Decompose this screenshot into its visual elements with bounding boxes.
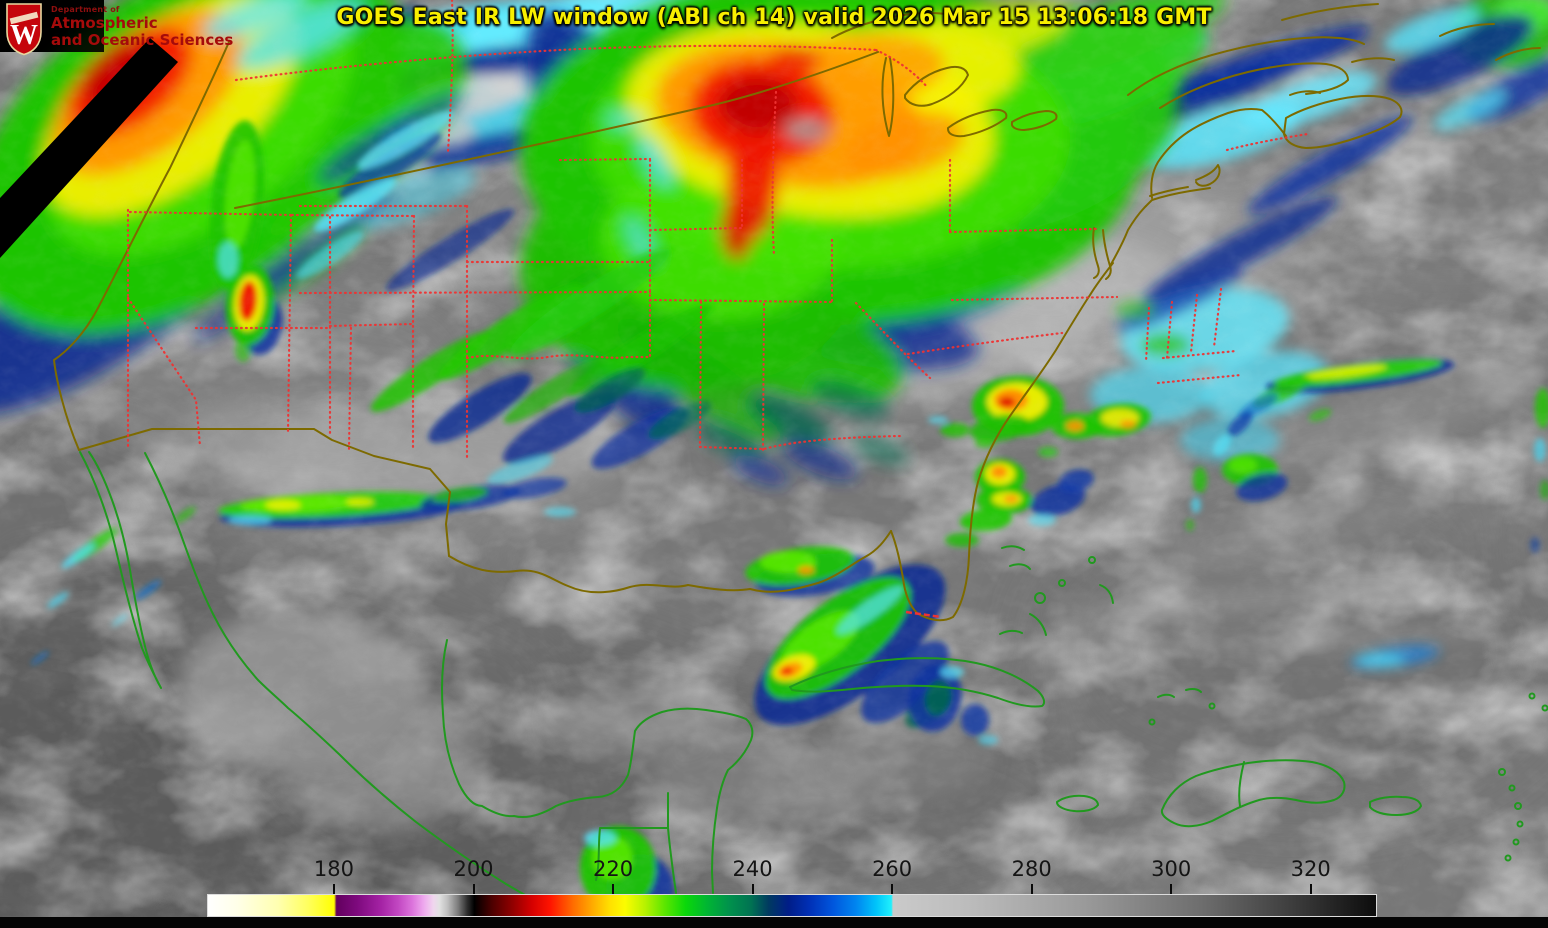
colorbar-tick-mark bbox=[1030, 884, 1033, 894]
colorbar-tick-label: 320 bbox=[1290, 857, 1331, 881]
colorbar-tick-mark bbox=[1170, 884, 1173, 894]
logo-department-line: Department of bbox=[51, 5, 120, 14]
bottom-black-strip bbox=[0, 917, 1548, 928]
florida-red-dashed-line bbox=[905, 610, 942, 619]
colorbar-tick-mark bbox=[612, 884, 615, 894]
colorbar-tick-mark bbox=[751, 884, 754, 894]
colorbar-gradient bbox=[207, 894, 1377, 917]
space-limb-wedge bbox=[0, 38, 178, 258]
us-coastlines bbox=[53, 3, 1541, 622]
colorbar-tick-label: 180 bbox=[313, 857, 355, 881]
colorbar-tick-label: 240 bbox=[732, 857, 773, 881]
colorbar-tick-label: 280 bbox=[1011, 857, 1052, 881]
uw-crest-icon: W bbox=[6, 3, 42, 56]
logo-line1: Atmospheric bbox=[51, 14, 158, 32]
colorbar-tick-label: 300 bbox=[1151, 857, 1192, 881]
logo-line2: and Oceanic Sciences bbox=[51, 31, 234, 49]
logo-text: Department of Atmospheric and Oceanic Sc… bbox=[51, 2, 233, 48]
colorbar-tick-label: 200 bbox=[453, 857, 494, 881]
colorbar-tick-label: 220 bbox=[593, 857, 634, 881]
svg-text:W: W bbox=[10, 20, 38, 51]
colorbar-tick-mark bbox=[891, 884, 894, 894]
uw-aos-logo: W Department of Atmospheric and Oceanic … bbox=[4, 2, 233, 56]
mexico-caribbean-coastlines bbox=[79, 451, 1548, 928]
image-title: GOES East IR LW window (ABI ch 14) valid… bbox=[336, 5, 1212, 30]
colorbar-tick-label: 260 bbox=[872, 857, 913, 881]
colorbar-tick-mark bbox=[1309, 884, 1312, 894]
colorbar-tick-mark bbox=[472, 884, 475, 894]
state-borders-dotted bbox=[126, 0, 1310, 459]
colorbar: 180 200 220 240 260 280 300 320 bbox=[207, 856, 1377, 918]
colorbar-tick-mark bbox=[332, 884, 335, 894]
